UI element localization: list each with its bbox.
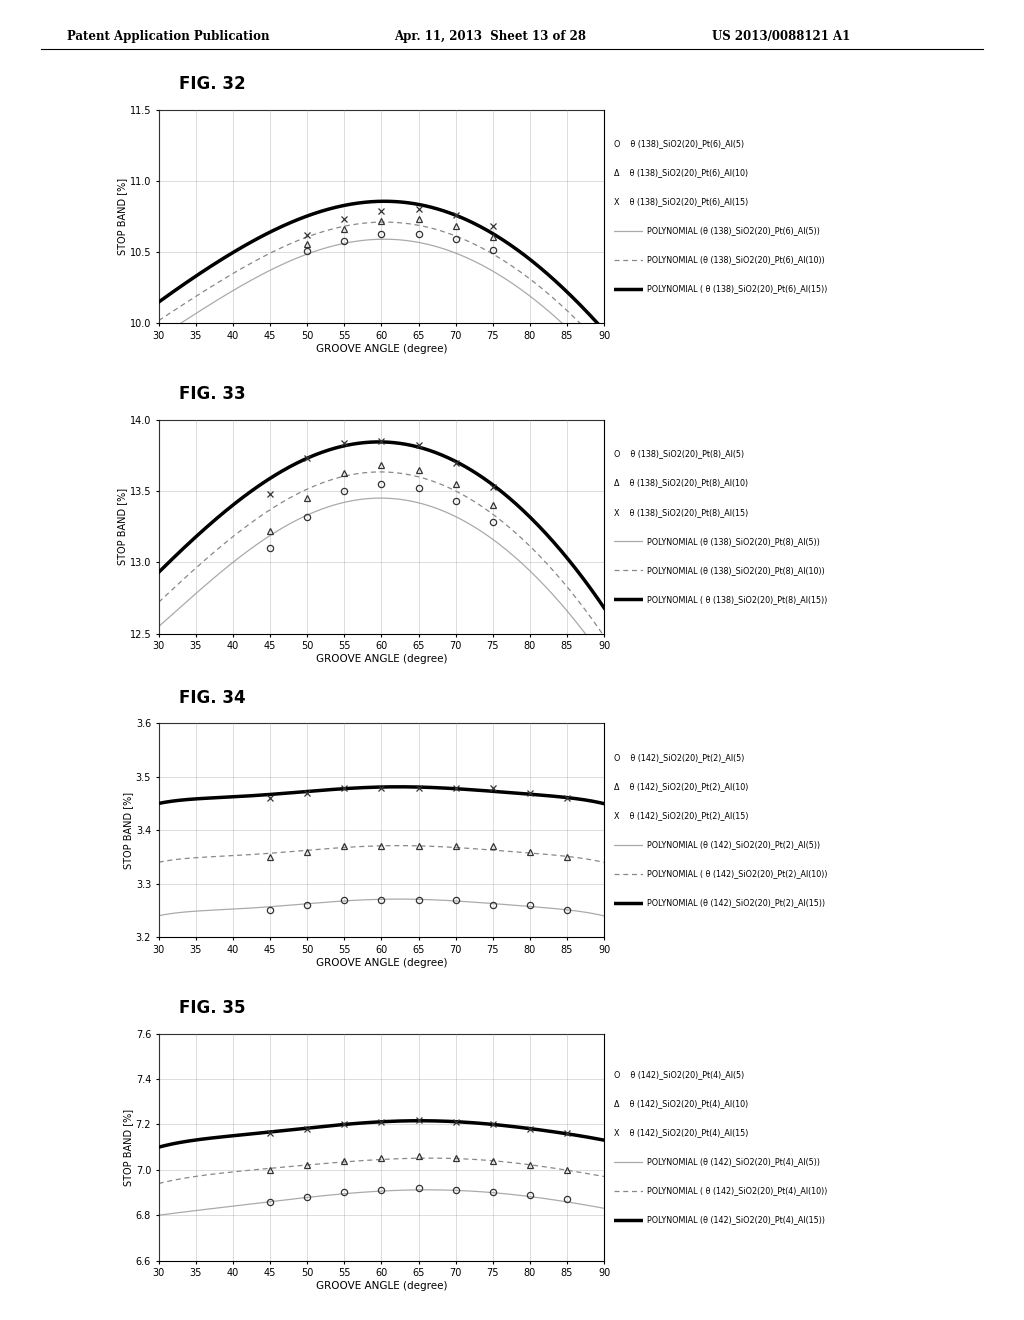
Text: O    θ (142)_SiO2(20)_Pt(2)_Al(5): O θ (142)_SiO2(20)_Pt(2)_Al(5) <box>614 754 744 762</box>
Text: FIG. 32: FIG. 32 <box>179 75 246 94</box>
Y-axis label: STOP BAND [%]: STOP BAND [%] <box>117 178 127 255</box>
Text: X    θ (142)_SiO2(20)_Pt(2)_Al(15): X θ (142)_SiO2(20)_Pt(2)_Al(15) <box>614 812 749 820</box>
Text: POLYNOMIAL (θ (142)_SiO2(20)_Pt(4)_Al(5)): POLYNOMIAL (θ (142)_SiO2(20)_Pt(4)_Al(5)… <box>647 1158 820 1166</box>
X-axis label: GROOVE ANGLE (degree): GROOVE ANGLE (degree) <box>315 1280 447 1291</box>
Text: Δ    θ (142)_SiO2(20)_Pt(4)_Al(10): Δ θ (142)_SiO2(20)_Pt(4)_Al(10) <box>614 1100 749 1107</box>
Text: FIG. 33: FIG. 33 <box>179 385 246 404</box>
X-axis label: GROOVE ANGLE (degree): GROOVE ANGLE (degree) <box>315 343 447 354</box>
Text: O    θ (138)_SiO2(20)_Pt(6)_Al(5): O θ (138)_SiO2(20)_Pt(6)_Al(5) <box>614 140 744 148</box>
Y-axis label: STOP BAND [%]: STOP BAND [%] <box>123 1109 133 1185</box>
X-axis label: GROOVE ANGLE (degree): GROOVE ANGLE (degree) <box>315 957 447 968</box>
Text: X    θ (142)_SiO2(20)_Pt(4)_Al(15): X θ (142)_SiO2(20)_Pt(4)_Al(15) <box>614 1129 749 1137</box>
Text: POLYNOMIAL ( θ (138)_SiO2(20)_Pt(8)_Al(15)): POLYNOMIAL ( θ (138)_SiO2(20)_Pt(8)_Al(1… <box>647 595 827 603</box>
Y-axis label: STOP BAND [%]: STOP BAND [%] <box>117 488 127 565</box>
Text: POLYNOMIAL (θ (142)_SiO2(20)_Pt(2)_Al(5)): POLYNOMIAL (θ (142)_SiO2(20)_Pt(2)_Al(5)… <box>647 841 820 849</box>
Text: Δ    θ (142)_SiO2(20)_Pt(2)_Al(10): Δ θ (142)_SiO2(20)_Pt(2)_Al(10) <box>614 783 749 791</box>
Text: POLYNOMIAL (θ (138)_SiO2(20)_Pt(6)_Al(10)): POLYNOMIAL (θ (138)_SiO2(20)_Pt(6)_Al(10… <box>647 256 825 264</box>
Text: X    θ (138)_SiO2(20)_Pt(6)_Al(15): X θ (138)_SiO2(20)_Pt(6)_Al(15) <box>614 198 749 206</box>
Text: US 2013/0088121 A1: US 2013/0088121 A1 <box>712 30 850 44</box>
Text: Apr. 11, 2013  Sheet 13 of 28: Apr. 11, 2013 Sheet 13 of 28 <box>394 30 586 44</box>
Text: O    θ (142)_SiO2(20)_Pt(4)_Al(5): O θ (142)_SiO2(20)_Pt(4)_Al(5) <box>614 1071 744 1078</box>
Text: Δ    θ (138)_SiO2(20)_Pt(6)_Al(10): Δ θ (138)_SiO2(20)_Pt(6)_Al(10) <box>614 169 749 177</box>
Text: POLYNOMIAL ( θ (142)_SiO2(20)_Pt(4)_Al(10)): POLYNOMIAL ( θ (142)_SiO2(20)_Pt(4)_Al(1… <box>647 1187 827 1195</box>
Y-axis label: STOP BAND [%]: STOP BAND [%] <box>123 792 133 869</box>
Text: O    θ (138)_SiO2(20)_Pt(8)_Al(5): O θ (138)_SiO2(20)_Pt(8)_Al(5) <box>614 450 744 458</box>
Text: X    θ (138)_SiO2(20)_Pt(8)_Al(15): X θ (138)_SiO2(20)_Pt(8)_Al(15) <box>614 508 749 516</box>
Text: POLYNOMIAL (θ (142)_SiO2(20)_Pt(4)_Al(15)): POLYNOMIAL (θ (142)_SiO2(20)_Pt(4)_Al(15… <box>647 1216 825 1224</box>
X-axis label: GROOVE ANGLE (degree): GROOVE ANGLE (degree) <box>315 653 447 664</box>
Text: POLYNOMIAL (θ (138)_SiO2(20)_Pt(8)_Al(5)): POLYNOMIAL (θ (138)_SiO2(20)_Pt(8)_Al(5)… <box>647 537 820 545</box>
Text: Δ    θ (138)_SiO2(20)_Pt(8)_Al(10): Δ θ (138)_SiO2(20)_Pt(8)_Al(10) <box>614 479 749 487</box>
Text: POLYNOMIAL (θ (142)_SiO2(20)_Pt(2)_Al(15)): POLYNOMIAL (θ (142)_SiO2(20)_Pt(2)_Al(15… <box>647 899 825 907</box>
Text: FIG. 35: FIG. 35 <box>179 999 246 1018</box>
Text: POLYNOMIAL (θ (138)_SiO2(20)_Pt(8)_Al(10)): POLYNOMIAL (θ (138)_SiO2(20)_Pt(8)_Al(10… <box>647 566 825 574</box>
Text: FIG. 34: FIG. 34 <box>179 689 246 708</box>
Text: POLYNOMIAL ( θ (142)_SiO2(20)_Pt(2)_Al(10)): POLYNOMIAL ( θ (142)_SiO2(20)_Pt(2)_Al(1… <box>647 870 827 878</box>
Text: Patent Application Publication: Patent Application Publication <box>67 30 269 44</box>
Text: POLYNOMIAL ( θ (138)_SiO2(20)_Pt(6)_Al(15)): POLYNOMIAL ( θ (138)_SiO2(20)_Pt(6)_Al(1… <box>647 285 827 293</box>
Text: POLYNOMIAL (θ (138)_SiO2(20)_Pt(6)_Al(5)): POLYNOMIAL (θ (138)_SiO2(20)_Pt(6)_Al(5)… <box>647 227 820 235</box>
